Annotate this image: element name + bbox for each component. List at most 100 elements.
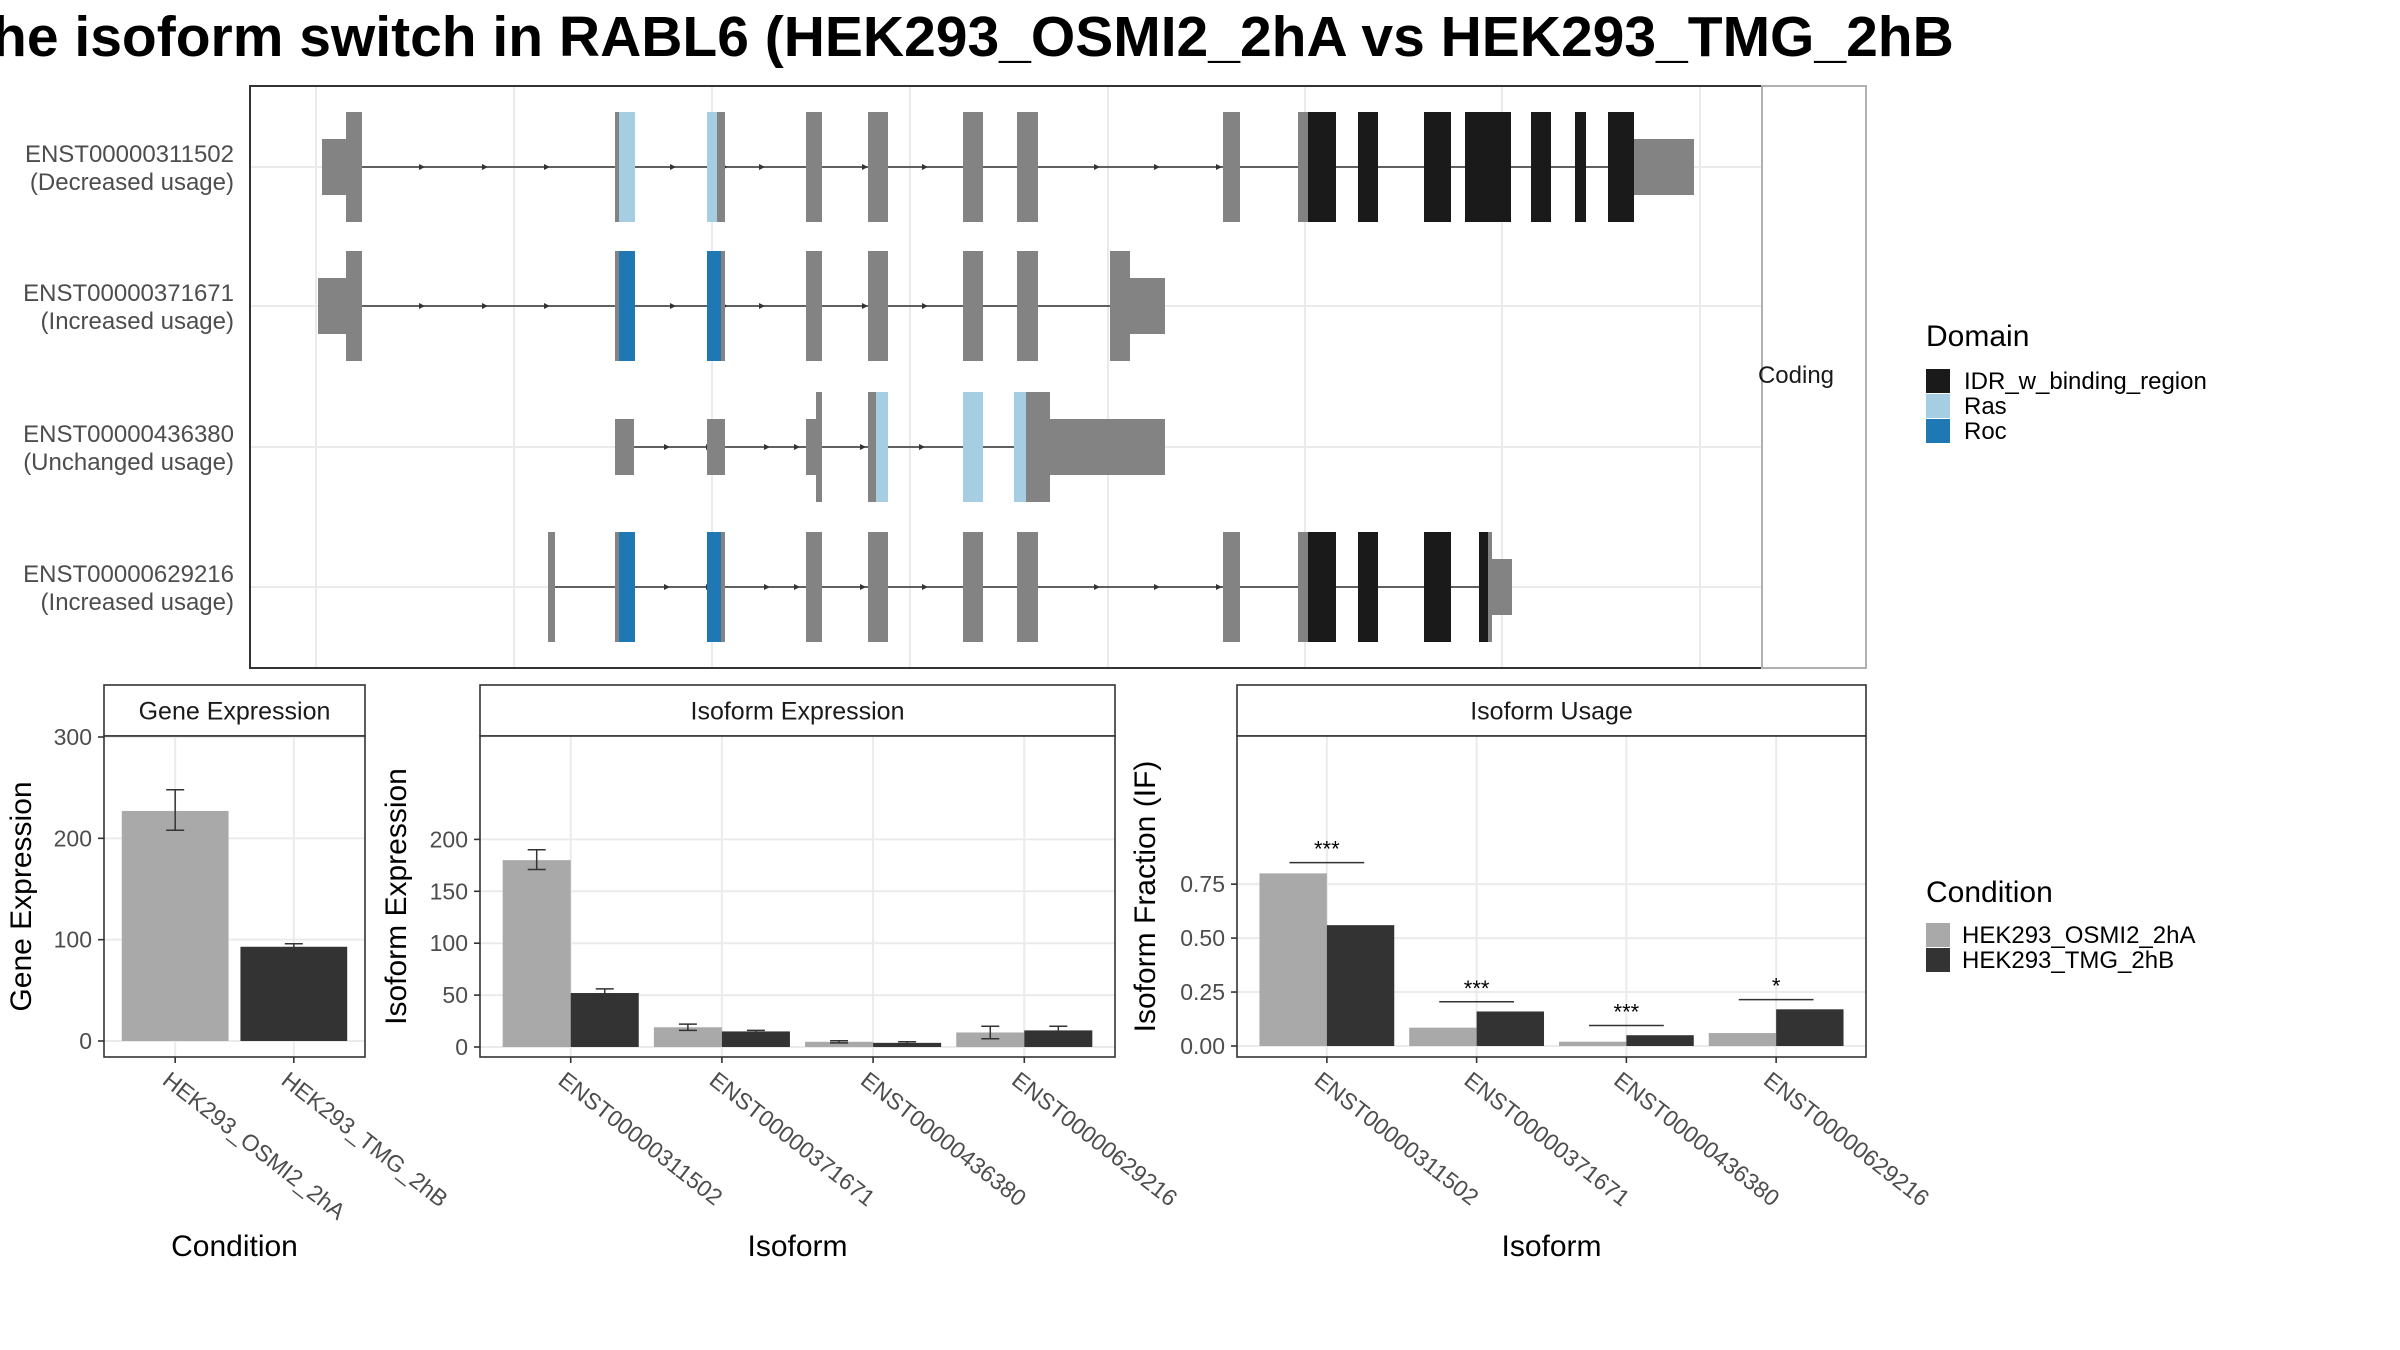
strand-arrow — [544, 164, 550, 170]
condition-legend-key — [1926, 923, 1950, 947]
domain-legend-key — [1926, 419, 1950, 443]
y-tick-label: 150 — [430, 878, 468, 904]
y-axis-title: Gene Expression — [5, 781, 38, 1011]
significance-label: * — [1772, 974, 1781, 999]
coding-exon — [1026, 392, 1050, 502]
transcript-structure-panel: ENST00000311502(Decreased usage) ENST0000… — [23, 85, 1867, 669]
isoform-expression-panel: Isoform Expression 0 50 100 150 200 ENST000003… — [380, 684, 1182, 1263]
roc-domain-exon — [619, 251, 635, 361]
domain-legend-key — [1926, 394, 1950, 418]
significance-label: *** — [1464, 976, 1490, 1001]
y-tick-label: 300 — [54, 724, 92, 750]
bar — [121, 810, 229, 1041]
strand-arrow — [759, 164, 765, 170]
bar — [873, 1042, 942, 1047]
strand-arrow — [922, 584, 928, 590]
strand-arrow — [544, 303, 550, 309]
y-tick-label: 0.00 — [1180, 1033, 1225, 1059]
figure-title: he isoform switch in RABL6 (HEK293_OSMI2… — [0, 5, 1954, 69]
coding-exon — [868, 392, 876, 502]
panel-title: Isoform Usage — [1470, 698, 1633, 726]
strand-arrow — [862, 303, 868, 309]
x-axis-title: Isoform — [1501, 1230, 1601, 1263]
strand-arrow — [664, 584, 670, 590]
bar — [1558, 1041, 1627, 1046]
utr-exon — [318, 278, 346, 334]
utr-exon — [806, 419, 816, 475]
roc-domain-exon — [707, 532, 721, 642]
strand-arrow — [670, 164, 676, 170]
transcript-id-label: ENST00000311502 — [25, 141, 234, 168]
idr-domain-exon — [1424, 112, 1451, 222]
bar — [1776, 1009, 1844, 1046]
strand-arrow — [922, 303, 928, 309]
coding-exon — [1488, 532, 1492, 642]
facet-strip — [1761, 85, 1867, 669]
transcript-id-label: ENST00000629216 — [23, 561, 234, 588]
condition-legend-title: Condition — [1926, 876, 2053, 909]
bar — [1024, 1030, 1093, 1047]
coding-exon — [717, 112, 725, 222]
ras-domain-exon — [876, 392, 888, 502]
utr-exon — [1050, 419, 1165, 475]
transcript-usage-label: (Increased usage) — [41, 589, 234, 616]
coding-exon — [721, 532, 725, 642]
coding-exon — [963, 251, 983, 361]
idr-domain-exon — [1358, 112, 1378, 222]
significance-label: *** — [1614, 1000, 1640, 1025]
domain-legend-title: Domain — [1926, 320, 2029, 353]
strand-arrow — [482, 303, 488, 309]
idr-domain-exon — [1479, 532, 1488, 642]
coding-exon — [346, 112, 362, 222]
domain-legend-label: Ras — [1964, 393, 2007, 420]
coding-exon — [1298, 112, 1308, 222]
strand-arrow — [794, 444, 800, 450]
coding-exon — [963, 112, 983, 222]
strand-arrow — [764, 584, 770, 590]
y-tick-label: 100 — [430, 930, 468, 956]
bar — [1626, 1035, 1694, 1046]
coding-exon — [868, 251, 888, 361]
panel-title: Isoform Expression — [691, 698, 905, 726]
x-tick-label: ENST00000629216 — [1759, 1066, 1934, 1211]
coding-exon — [346, 251, 362, 361]
strand-arrow — [670, 303, 676, 309]
strand-arrow — [862, 164, 868, 170]
coding-exon — [806, 532, 822, 642]
strand-arrow — [919, 444, 925, 450]
strand-arrow — [419, 303, 425, 309]
strand-arrow — [1154, 164, 1160, 170]
transcript-usage-label: (Unchanged usage) — [23, 449, 234, 476]
coding-exon — [1298, 532, 1308, 642]
y-tick-label: 0 — [79, 1028, 92, 1054]
bar — [502, 860, 571, 1047]
panel-title: Gene Expression — [139, 698, 331, 726]
bar — [1476, 1011, 1545, 1046]
coding-exon — [615, 251, 619, 361]
facet-strip-label: Coding — [1758, 362, 1834, 389]
y-tick-label: 0.50 — [1180, 925, 1225, 951]
strand-arrow — [759, 303, 765, 309]
transcript-track — [615, 392, 1165, 502]
strand-arrow — [1154, 584, 1160, 590]
transcript-track — [322, 112, 1694, 222]
idr-domain-exon — [1424, 532, 1451, 642]
coding-exon — [1017, 532, 1038, 642]
strand-arrow — [482, 164, 488, 170]
significance-label: *** — [1314, 837, 1340, 862]
coding-exon — [1223, 532, 1240, 642]
utr-exon — [1634, 139, 1694, 195]
coding-exon — [963, 532, 983, 642]
coding-exon — [1017, 112, 1038, 222]
strand-arrow — [1094, 584, 1100, 590]
coding-exon — [721, 251, 725, 361]
bar — [570, 993, 639, 1047]
idr-domain-exon — [1308, 112, 1336, 222]
coding-exon — [868, 112, 888, 222]
transcript-usage-label: (Decreased usage) — [30, 169, 234, 196]
coding-exon — [868, 532, 888, 642]
coding-exon — [615, 112, 619, 222]
bar — [956, 1032, 1025, 1047]
transcript-id-label: ENST00000436380 — [23, 421, 234, 448]
transcript-track — [548, 532, 1512, 642]
